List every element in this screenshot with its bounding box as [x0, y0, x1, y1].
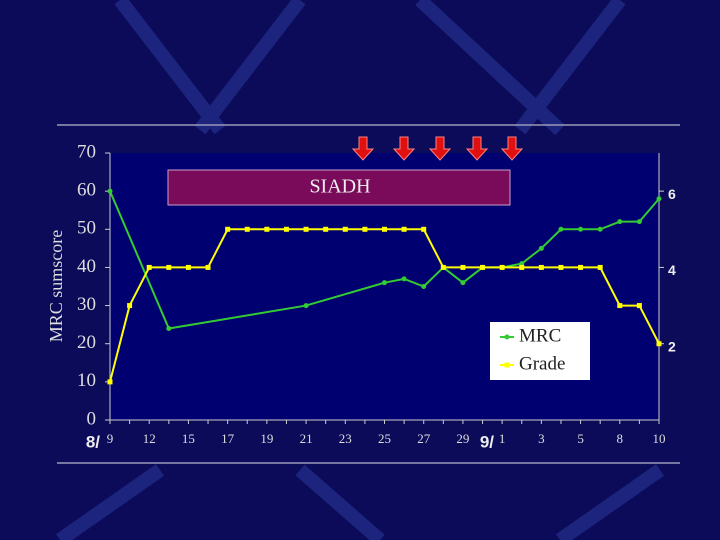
grade-marker [401, 226, 407, 232]
grade-marker [146, 264, 152, 270]
annotation: SIADH [309, 176, 370, 198]
annotation-box [167, 169, 511, 206]
y-tick-label: 20 [77, 332, 96, 353]
mrc-marker [636, 219, 642, 225]
grade-marker [578, 264, 584, 270]
mrc-marker [578, 226, 584, 232]
x-tick-label: 23 [339, 431, 352, 446]
x-tick-label: 9 [107, 431, 114, 446]
background-decoration [55, 0, 665, 540]
mrc-marker [519, 261, 525, 267]
grade-marker [636, 303, 642, 309]
month-label: 9/ [480, 432, 494, 451]
grade-marker [538, 264, 544, 270]
y-tick-label: 50 [77, 218, 96, 239]
grade-marker [617, 303, 623, 309]
grade-marker [166, 264, 172, 270]
mrc-marker [166, 325, 172, 331]
mrc-marker [460, 280, 466, 286]
y-tick-label: 30 [77, 294, 96, 315]
mrc-marker [538, 245, 544, 251]
mrc-marker [558, 226, 564, 232]
x-tick-label: 27 [417, 431, 431, 446]
grade-marker [342, 226, 348, 232]
grade-marker [480, 264, 486, 270]
mrc-marker [401, 276, 407, 282]
legend-label: Grade [519, 353, 565, 374]
x-tick-label: 8 [617, 431, 624, 446]
y2-tick-label: 2 [668, 338, 676, 354]
x-tick-label: 15 [182, 431, 195, 446]
x-tick-label: 21 [300, 431, 313, 446]
y-axis-label: MRC sumscore [46, 230, 66, 343]
grade-marker [185, 264, 191, 270]
x-tick-label: 5 [577, 431, 584, 446]
mrc-marker [107, 188, 113, 194]
grade-marker [460, 264, 466, 270]
x-tick-label: 19 [260, 431, 273, 446]
grade-marker [362, 226, 368, 232]
y-tick-label: 40 [77, 256, 96, 277]
mrc-marker [303, 303, 309, 309]
grade-marker [323, 226, 329, 232]
arrows [351, 136, 524, 161]
legend [490, 322, 590, 380]
grade-marker [421, 226, 427, 232]
y-tick-label: 70 [77, 141, 96, 162]
grade-marker [656, 341, 662, 347]
mrc-marker [421, 284, 427, 289]
y-tick-label: 0 [87, 408, 97, 429]
x-tick-label: 10 [653, 431, 666, 446]
grade-marker [558, 264, 564, 270]
mrc-marker [656, 196, 662, 202]
y-tick-label: 10 [77, 370, 96, 391]
grade-marker [127, 303, 133, 309]
x-tick-label: 3 [538, 431, 545, 446]
grade-marker [440, 264, 446, 270]
mrc-marker [617, 219, 623, 225]
x-tick-label: 1 [499, 431, 506, 446]
grade-marker [264, 226, 270, 232]
x-tick-label: 17 [221, 431, 235, 446]
grade-marker [597, 264, 603, 270]
mrc-marker [382, 280, 387, 286]
grade-marker [283, 226, 289, 232]
x-tick-label: 25 [378, 431, 391, 446]
grade-marker [205, 264, 211, 270]
legend-label: MRC [519, 325, 561, 346]
grade-marker [303, 226, 309, 232]
month-label: 8/ [86, 432, 100, 451]
y2-tick-label: 6 [668, 186, 676, 202]
y2-tick-label: 4 [668, 262, 676, 278]
grade-marker [244, 226, 250, 232]
y-tick-label: 60 [77, 180, 96, 201]
grade-marker [499, 264, 505, 270]
legend-marker [504, 362, 510, 368]
grade-marker [382, 226, 387, 232]
grade-marker [107, 379, 113, 385]
grade-marker [225, 226, 231, 232]
legend-marker [504, 334, 510, 340]
grade-marker [519, 264, 525, 270]
mrc-marker [597, 226, 603, 232]
x-tick-label: 29 [456, 431, 469, 446]
x-tick-label: 12 [143, 431, 156, 446]
